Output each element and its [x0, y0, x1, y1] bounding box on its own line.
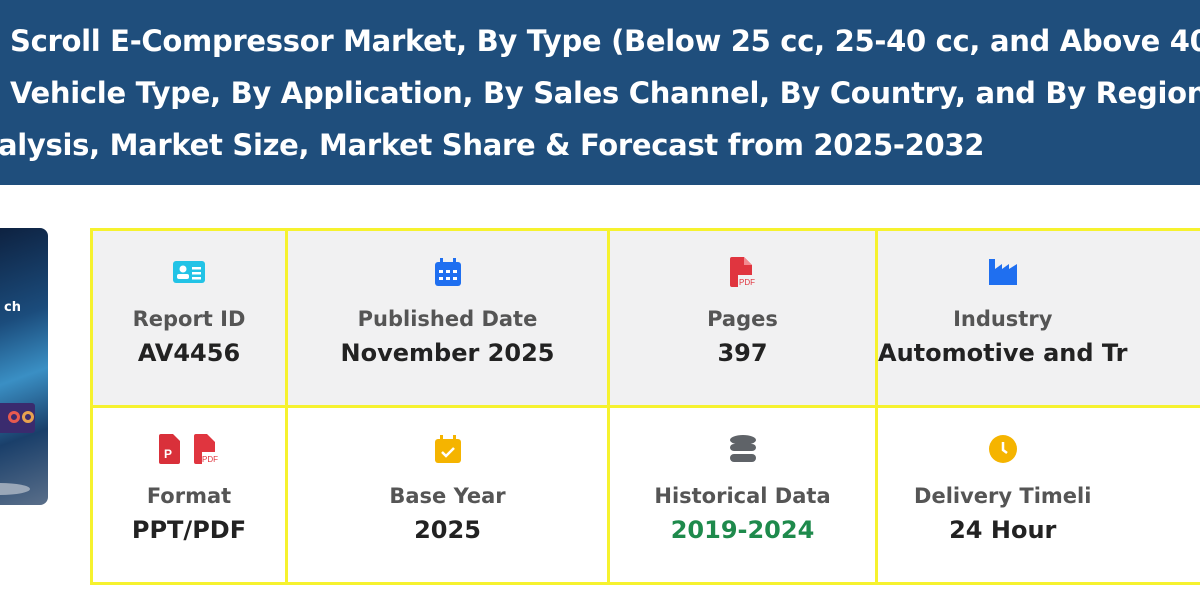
- detail-historical-data: Historical Data 2019-2024: [610, 408, 878, 582]
- detail-value: Automotive and Tr: [878, 339, 1128, 367]
- title-line-3: alysis, Market Size, Market Share & Fore…: [0, 128, 985, 162]
- detail-label: Industry: [953, 307, 1053, 331]
- calendar-icon: [434, 257, 461, 287]
- detail-label: Format: [146, 484, 232, 508]
- pdf-file-icon: PDF: [729, 257, 756, 287]
- detail-published-date: Published Date November 2025: [288, 231, 610, 408]
- detail-value: 2025: [414, 516, 481, 544]
- detail-label: Published Date: [357, 307, 538, 331]
- detail-base-year: Base Year 2025: [288, 408, 610, 582]
- id-card-icon: [173, 257, 205, 287]
- detail-value: AV4456: [137, 339, 241, 367]
- cover-ring: [22, 411, 34, 423]
- detail-value: 24 Hour: [949, 516, 1057, 544]
- detail-label: Pages: [707, 307, 778, 331]
- title-line-1: Scroll E-Compressor Market, By Type (Bel…: [10, 24, 1200, 58]
- detail-value: November 2025: [340, 339, 555, 367]
- title-line-2: Vehicle Type, By Application, By Sales C…: [10, 76, 1200, 110]
- ppt-pdf-icon: P PDF: [159, 434, 219, 464]
- detail-label: Historical Data: [654, 484, 831, 508]
- detail-value: PPT/PDF: [131, 516, 247, 544]
- detail-report-id: Report ID AV4456: [93, 231, 288, 408]
- cover-text: ch: [4, 300, 21, 315]
- detail-delivery-timeline: Delivery Timeli 24 Hour: [878, 408, 1200, 582]
- clock-icon: [988, 434, 1017, 464]
- cover-ring: [8, 411, 20, 423]
- detail-industry: Industry Automotive and Tr: [878, 231, 1200, 408]
- detail-label: Delivery Timeli: [914, 484, 1092, 508]
- svg-text:P: P: [164, 447, 172, 461]
- report-details-table: Report ID AV4456 Published Date November…: [90, 228, 1200, 585]
- report-title-banner: Scroll E-Compressor Market, By Type (Bel…: [0, 0, 1200, 185]
- detail-label: Base Year: [389, 484, 506, 508]
- detail-value: 2019-2024: [670, 516, 815, 544]
- detail-label: Report ID: [132, 307, 246, 331]
- svg-text:PDF: PDF: [202, 455, 218, 464]
- detail-format: P PDF Format PPT/PDF: [93, 408, 288, 582]
- report-cover-image: ch: [0, 228, 48, 505]
- detail-pages: PDF Pages 397: [610, 231, 878, 408]
- svg-text:PDF: PDF: [739, 278, 755, 287]
- industry-icon: [988, 257, 1017, 287]
- database-icon: [729, 434, 756, 464]
- detail-value: 397: [717, 339, 768, 367]
- calendar-check-icon: [434, 434, 461, 464]
- cover-base: [0, 483, 30, 495]
